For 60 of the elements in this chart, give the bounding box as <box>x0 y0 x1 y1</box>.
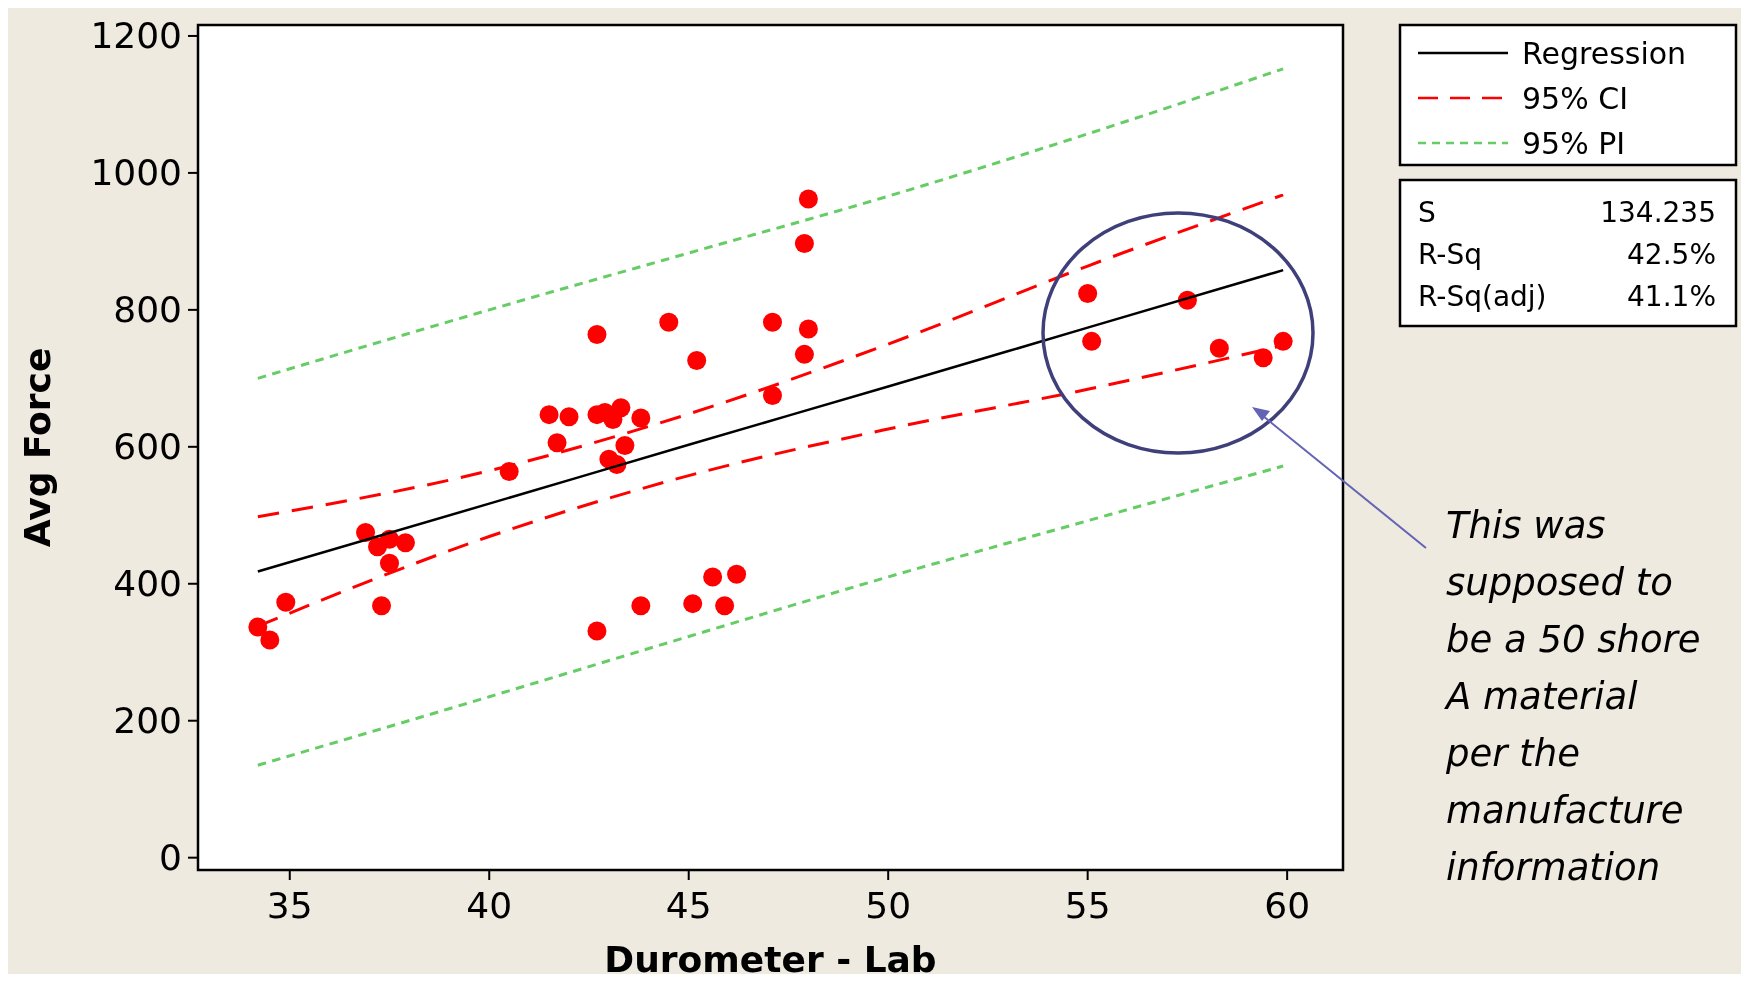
x-tick-label: 60 <box>1264 885 1311 926</box>
text: 134.235 <box>1600 196 1716 229</box>
point <box>798 189 818 209</box>
point <box>547 433 567 453</box>
y-tick-label: 200 <box>113 699 182 741</box>
line-series <box>256 67 1285 380</box>
point <box>395 533 415 553</box>
point <box>631 596 651 616</box>
text: R-Sq(adj) <box>1418 280 1547 313</box>
point <box>615 435 635 455</box>
point <box>611 398 631 418</box>
point <box>659 312 679 332</box>
point <box>260 630 280 650</box>
point <box>703 567 723 587</box>
line-series <box>256 193 1285 519</box>
point <box>1082 331 1102 351</box>
point <box>587 621 607 641</box>
point <box>727 564 747 584</box>
text: 42.5% <box>1627 238 1716 271</box>
y-axis-title: Avg Force <box>17 347 58 548</box>
x-tick-label: 50 <box>865 885 912 926</box>
text: 41.1% <box>1627 280 1716 313</box>
point <box>631 408 651 428</box>
point <box>794 233 814 253</box>
y-tick-label: 800 <box>113 288 182 330</box>
x-tick-label: 40 <box>466 885 513 926</box>
point <box>794 344 814 364</box>
x-tick-label: 35 <box>266 885 313 926</box>
y-tick-label: 1200 <box>90 14 182 56</box>
point <box>276 592 296 612</box>
point <box>687 351 707 371</box>
text: This was supposed to be a 50 shore A material per the manufacture information <box>1444 504 1701 889</box>
line-series <box>256 268 1285 573</box>
point <box>683 594 703 614</box>
point <box>372 596 392 616</box>
point <box>763 312 782 332</box>
point <box>715 596 735 616</box>
point <box>587 325 607 345</box>
point <box>1078 283 1098 303</box>
text: R-Sq <box>1418 238 1482 271</box>
point <box>1273 331 1293 351</box>
point <box>1209 338 1229 358</box>
line-series <box>256 464 1285 767</box>
x-tick-label: 45 <box>665 885 712 926</box>
y-tick-label: 400 <box>113 562 182 604</box>
y-tick-label: 0 <box>159 836 182 878</box>
x-tick-label: 55 <box>1064 885 1111 926</box>
point <box>559 407 579 427</box>
text: S <box>1418 196 1436 229</box>
x-axis-title: Durometer - Lab <box>604 939 937 980</box>
point <box>798 319 818 339</box>
point <box>539 405 559 425</box>
y-tick-label: 1000 <box>90 151 182 193</box>
legend-label: Regression <box>1522 36 1687 71</box>
point <box>763 385 782 405</box>
legend-label: 95% CI <box>1522 81 1629 116</box>
point <box>1253 348 1273 368</box>
point <box>380 553 399 573</box>
y-tick-label: 600 <box>113 425 182 467</box>
legend-label: 95% PI <box>1522 126 1626 161</box>
